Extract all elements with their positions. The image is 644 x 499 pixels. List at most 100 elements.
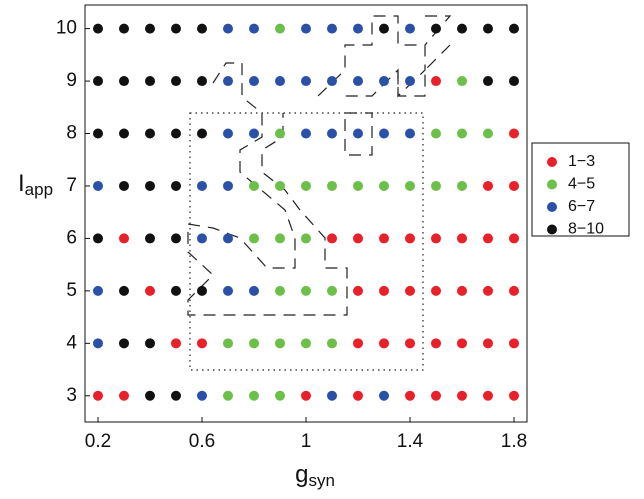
x-axis-label: gsyn	[295, 461, 335, 490]
point	[249, 390, 259, 401]
point	[119, 128, 129, 139]
point	[301, 128, 311, 139]
point	[509, 128, 519, 139]
point	[457, 338, 467, 349]
point	[223, 23, 233, 34]
point	[405, 233, 415, 244]
point	[197, 285, 207, 296]
point	[197, 128, 207, 139]
point	[93, 23, 103, 34]
point	[223, 390, 233, 401]
point	[275, 285, 285, 296]
point	[457, 76, 467, 87]
point	[145, 338, 155, 349]
y-tick-label: 6	[66, 227, 77, 248]
point	[405, 285, 415, 296]
dotted-region	[189, 112, 424, 371]
legend-marker	[547, 202, 557, 212]
point	[483, 390, 493, 401]
point	[405, 390, 415, 401]
point	[483, 128, 493, 139]
point	[353, 180, 363, 191]
point	[301, 390, 311, 401]
point	[171, 23, 181, 34]
point	[145, 180, 155, 191]
point	[353, 338, 363, 349]
point	[301, 76, 311, 87]
point	[119, 76, 129, 87]
point	[93, 285, 103, 296]
point	[327, 128, 337, 139]
y-tick-label: 3	[66, 385, 77, 406]
x-tick-label: 1	[301, 431, 312, 452]
point	[301, 285, 311, 296]
point	[275, 390, 285, 401]
y-tick-label: 4	[66, 332, 77, 353]
point	[301, 338, 311, 349]
point	[457, 233, 467, 244]
point	[353, 233, 363, 244]
point	[197, 180, 207, 191]
point	[93, 180, 103, 191]
point	[223, 76, 233, 87]
point	[509, 390, 519, 401]
point	[249, 285, 259, 296]
dashed-outline	[344, 112, 373, 156]
point	[483, 338, 493, 349]
point	[509, 233, 519, 244]
point	[171, 285, 181, 296]
point	[197, 76, 207, 87]
point	[483, 285, 493, 296]
point	[327, 285, 337, 296]
y-tick-label: 7	[66, 175, 77, 196]
point	[93, 338, 103, 349]
x-tick-label: 1.8	[501, 431, 527, 452]
point	[145, 128, 155, 139]
point	[483, 23, 493, 34]
point	[379, 338, 389, 349]
point	[431, 180, 441, 191]
point	[275, 76, 285, 87]
point	[483, 76, 493, 87]
point	[249, 76, 259, 87]
dashed-outline	[397, 15, 452, 97]
point	[353, 76, 363, 87]
dashed-outline	[317, 15, 426, 98]
point	[431, 285, 441, 296]
point	[483, 233, 493, 244]
point	[457, 180, 467, 191]
point	[223, 338, 233, 349]
point	[509, 338, 519, 349]
point	[353, 23, 363, 34]
point	[457, 285, 467, 296]
point	[197, 338, 207, 349]
point	[483, 180, 493, 191]
y-tick-label: 10	[56, 18, 77, 39]
point	[119, 180, 129, 191]
point	[171, 128, 181, 139]
point	[431, 23, 441, 34]
point	[431, 76, 441, 87]
point	[379, 390, 389, 401]
plot-frame	[84, 4, 528, 423]
point	[457, 128, 467, 139]
point	[223, 285, 233, 296]
y-label-sub: app	[25, 180, 53, 199]
point	[171, 76, 181, 87]
point	[301, 233, 311, 244]
point	[171, 233, 181, 244]
point	[145, 233, 155, 244]
point	[119, 338, 129, 349]
point	[275, 338, 285, 349]
point	[379, 76, 389, 87]
point	[275, 180, 285, 191]
point	[405, 128, 415, 139]
point	[327, 390, 337, 401]
point	[249, 23, 259, 34]
y-axis-label: Iapp	[18, 170, 53, 199]
point	[301, 180, 311, 191]
point	[145, 390, 155, 401]
point	[327, 180, 337, 191]
point	[327, 233, 337, 244]
